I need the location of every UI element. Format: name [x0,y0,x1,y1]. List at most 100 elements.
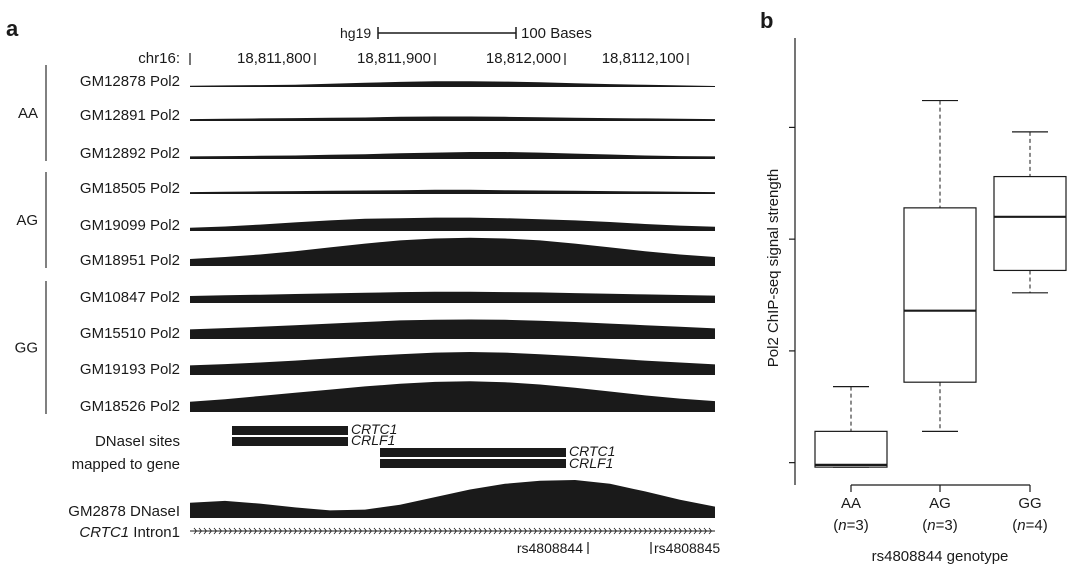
genotype-brackets: AA AG GG [15,65,47,414]
chrom-label: chr16: [138,50,180,67]
intron-strand-arrow [428,527,433,535]
track-labels: GM12878 Pol2 GM12891 Pol2 GM12892 Pol2 GM18… [80,73,180,415]
intron-strand-arrow [573,527,578,535]
coord-tick-label: 18,811,900 [357,50,431,67]
dnase-track-label: GM2878 DNaseI [68,503,180,520]
coord-tick-label: 18,811,800 [237,50,311,67]
panel-a-letter: a [6,16,19,41]
scale-bar-label: 100 Bases [521,25,592,42]
intron-strand-arrow [333,527,338,535]
dnase-bar-crlf1-left [232,437,348,446]
intron-strand-arrow [348,527,353,535]
intron-strand-arrow [368,527,373,535]
intron-strand-arrow [513,527,518,535]
intron-strand-arrow [438,527,443,535]
intron-strand-arrow [613,527,618,535]
intron-strand-arrow [543,527,548,535]
pol2-signal-track [190,291,715,303]
intron-strand-arrow [603,527,608,535]
track-label: GM19099 Pol2 [80,217,180,234]
genotype-group-label: AG [16,212,38,229]
panel-b: b AA (n=3) AG (n=3) GG (n=4) Pol2 ChIP-seq si… [760,8,1067,564]
intron-strand-arrow [343,527,348,535]
intron-strand-arrow [663,527,668,535]
intron-strand-arrow [538,527,543,535]
pol2-signal-track [190,319,715,339]
intron-strand-arrow [233,527,238,535]
intron-strand-arrow [198,527,203,535]
x-axis-label: rs4808844 genotype [872,548,1009,564]
scale-bar [377,27,517,39]
intron-strand-arrow [473,527,478,535]
intron-strand-arrow [213,527,218,535]
dnase-sites-label-2: mapped to gene [72,456,180,473]
iqr-box [814,430,888,468]
assembly-label: hg19 [340,25,371,41]
intron-strand-arrow [503,527,508,535]
intron-label: CRTC1 Intron1 [79,524,180,541]
snp-label-rs4808845: rs4808845 [654,540,720,556]
snp-label-rs4808844: rs4808844 [517,540,583,556]
track-label: GM18505 Pol2 [80,180,180,197]
intron-strand-arrow [498,527,503,535]
intron-strand-arrow [263,527,268,535]
track-label: GM19193 Pol2 [80,361,180,378]
box-aa [814,386,888,468]
intron-strand-arrow [448,527,453,535]
pol2-signal-track [190,217,715,231]
intron-strand-arrow [453,527,458,535]
intron-strand-arrow [288,527,293,535]
intron-strand-arrow [583,527,588,535]
intron-strand-arrow [253,527,258,535]
intron-strand-arrow [323,527,328,535]
dnase-bar-crtc1-right [380,448,566,457]
intron-strand-arrow [238,527,243,535]
intron-strand-arrow [283,527,288,535]
pol2-signal-track [190,81,715,87]
genotype-group-label: AA [18,105,38,122]
track-label: GM12891 Pol2 [80,107,180,124]
intron-strand-arrow [678,527,683,535]
intron-strand-arrow [393,527,398,535]
intron-strand-arrow [433,527,438,535]
intron-strand-arrow [598,527,603,535]
intron-strand-arrow [658,527,663,535]
intron-strand-arrow [258,527,263,535]
intron-track [190,527,715,535]
intron-strand-arrow [228,527,233,535]
intron-strand-arrow [353,527,358,535]
intron-strand-arrow [528,527,533,535]
intron-strand-arrow [518,527,523,535]
box-ag [903,99,977,432]
intron-strand-arrow [483,527,488,535]
intron-strand-arrow [488,527,493,535]
x-tick-n-label: (n=3) [833,517,868,534]
intron-strand-arrow [693,527,698,535]
pol2-signal-track [190,352,715,375]
intron-strand-arrow [398,527,403,535]
intron-strand-arrow [268,527,273,535]
intron-strand-arrow [558,527,563,535]
track-label: GM15510 Pol2 [80,325,180,342]
gene-label-crtc1-1: CRTC1 [351,421,397,437]
intron-strand-arrow [523,527,528,535]
intron-gene-name: CRTC1 [79,524,129,541]
intron-strand-arrow [533,527,538,535]
pol2-signal-track [190,189,715,194]
genotype-group-label: GG [15,340,38,357]
intron-strand-arrow [208,527,213,535]
intron-strand-arrow [243,527,248,535]
intron-strand-arrow [493,527,498,535]
y-axis-label: Pol2 ChIP-seq signal strength [765,169,782,367]
intron-strand-arrow [508,527,513,535]
box-gg [993,131,1067,294]
gene-label-crtc1-2: CRTC1 [569,443,615,459]
intron-strand-arrow [568,527,573,535]
intron-strand-arrow [338,527,343,535]
intron-strand-arrow [673,527,678,535]
intron-strand-arrow [623,527,628,535]
intron-strand-arrow [688,527,693,535]
pol2-signal-track [190,152,715,159]
intron-strand-arrow [273,527,278,535]
